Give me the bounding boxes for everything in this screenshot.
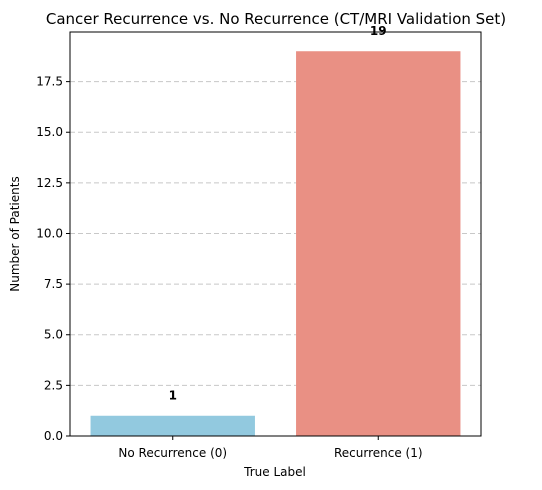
grid-lines [70,81,481,386]
y-tick-label: 5.0 [44,328,63,342]
y-tick-label: 15.0 [36,125,63,139]
plot-frame [69,31,482,437]
bars [90,51,461,436]
bar-value-labels: 1 19 [169,24,387,403]
y-tick-label: 2.5 [44,378,63,392]
y-tick-label: 7.5 [44,277,63,291]
bar-value-label: 1 [169,388,177,402]
bar-recurrence [296,51,461,436]
x-tick-label: Recurrence (1) [334,446,423,460]
y-tick-label: 10.0 [36,226,63,240]
y-tick-label: 17.5 [36,75,63,89]
x-axis-ticks: No Recurrence (0) Recurrence (1) [118,436,423,460]
y-axis-label: Number of Patients [8,176,22,291]
x-axis-label: True Label [243,465,306,479]
bar-value-label: 19 [370,24,387,38]
y-axis-ticks: 0.0 2.5 5.0 7.5 10.0 12.5 15.0 17.5 [36,75,70,443]
y-tick-label: 0.0 [44,429,63,443]
y-tick-label: 12.5 [36,176,63,190]
chart-title: Cancer Recurrence vs. No Recurrence (CT/… [46,10,506,28]
bar-no-recurrence [90,415,255,436]
x-tick-label: No Recurrence (0) [118,446,227,460]
